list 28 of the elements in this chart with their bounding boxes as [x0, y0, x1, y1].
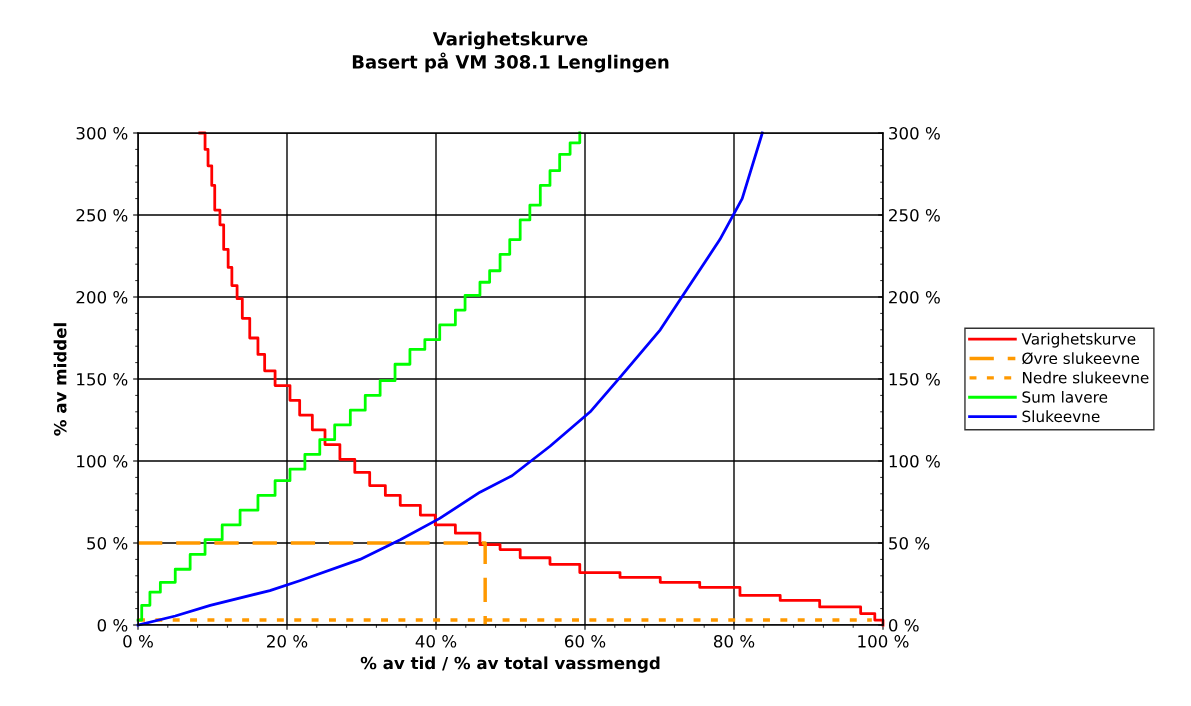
- y-tick-label: 50 %: [87, 536, 128, 550]
- y-tick-label: 100 %: [77, 454, 128, 468]
- x-tick-label: 0 %: [123, 635, 153, 648]
- x-tick-label: 40 %: [415, 635, 457, 648]
- y-tick-label: 150 %: [77, 372, 128, 386]
- y-tick-label: 250 %: [76, 208, 128, 222]
- legend-label: Nedre slukeevne: [1022, 371, 1149, 384]
- y2-tick-label: 150 %: [889, 372, 940, 386]
- x-tick-label: 80 %: [713, 635, 755, 648]
- x-axis-title: % av tid / % av total vassmengd: [360, 656, 660, 673]
- y-axis-title: % av middel: [53, 323, 67, 436]
- legend-label: Sum lavere: [1022, 390, 1108, 403]
- x-tick-label: 20 %: [267, 635, 308, 648]
- chart-title: Varighetskurve Basert på VM 308.1 Lenglingen: [352, 31, 669, 73]
- y-tick-label: 200 %: [76, 290, 128, 304]
- y2-tick-label: 200 %: [889, 290, 940, 304]
- y2-tick-label: 0 %: [888, 618, 919, 632]
- legend-label: Slukeevne: [1022, 410, 1100, 423]
- legend-label: Varighetskurve: [1021, 332, 1136, 348]
- y-tick-label: 300 %: [76, 126, 128, 140]
- x-tick-label: 100 %: [858, 635, 909, 648]
- y2-tick-label: 300 %: [889, 126, 940, 140]
- y2-tick-label: 250 %: [889, 208, 940, 222]
- x-tick-label: 60 %: [564, 635, 606, 648]
- y2-tick-label: 50 %: [889, 536, 930, 550]
- legend-label: Øvre slukeevne: [1022, 352, 1140, 365]
- y-tick-label: 0 %: [97, 618, 128, 632]
- y2-tick-label: 100 %: [889, 454, 940, 468]
